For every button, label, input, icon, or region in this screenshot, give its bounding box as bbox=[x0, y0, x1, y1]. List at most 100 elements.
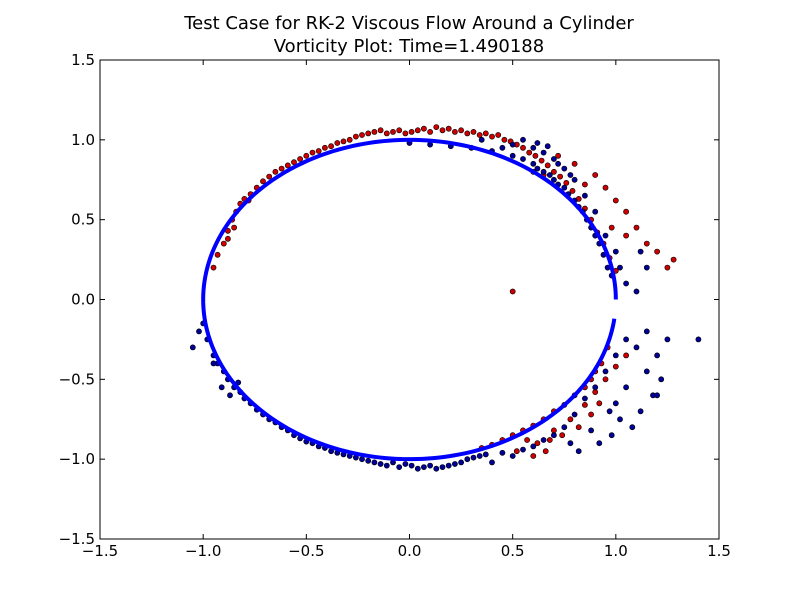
scatter-point-red-74 bbox=[592, 172, 599, 178]
scatter-point-blue-53 bbox=[530, 443, 537, 450]
scatter-point-blue-83 bbox=[210, 360, 217, 367]
scatter-point-red-41 bbox=[451, 128, 458, 135]
scatter-point-red-57 bbox=[551, 168, 557, 175]
scatter-point-blue-30 bbox=[371, 459, 378, 466]
y-tick-label: −0.5 bbox=[59, 370, 95, 388]
scatter-point-blue-82 bbox=[606, 408, 613, 415]
scatter-point-red-81 bbox=[231, 224, 237, 231]
chart-title: Test Case for RK-2 Viscous Flow Around a… bbox=[183, 13, 634, 34]
x-tick-label: 0.0 bbox=[398, 542, 422, 560]
scatter-point-blue-28 bbox=[359, 456, 365, 463]
scatter-point-red-31 bbox=[390, 128, 396, 135]
scatter-point-red-75 bbox=[602, 184, 609, 191]
scatter-point-blue-44 bbox=[458, 459, 464, 466]
scatter-point-blue-123 bbox=[612, 248, 619, 255]
scatter-point-blue-128 bbox=[637, 248, 644, 255]
scatter-point-red-73 bbox=[670, 256, 677, 263]
scatter-point-red-12 bbox=[272, 168, 279, 175]
y-tick-label: −1.5 bbox=[59, 530, 95, 548]
scatter-point-red-105 bbox=[567, 416, 574, 423]
scatter-point-red-39 bbox=[439, 127, 446, 134]
scatter-point-blue-93 bbox=[509, 152, 516, 159]
scatter-point-blue-29 bbox=[365, 457, 372, 464]
scatter-point-blue-129 bbox=[499, 144, 506, 151]
scatter-point-red-1 bbox=[214, 251, 221, 258]
scatter-point-red-30 bbox=[383, 130, 390, 137]
scatter-point-blue-68 bbox=[658, 376, 665, 383]
scatter-point-blue-126 bbox=[633, 288, 640, 295]
scatter-point-red-18 bbox=[309, 149, 316, 156]
scatter-point-blue-45 bbox=[464, 456, 471, 463]
scatter-point-blue-124 bbox=[617, 264, 623, 271]
scatter-point-red-43 bbox=[464, 130, 471, 137]
scatter-point-blue-114 bbox=[540, 149, 547, 156]
scatter-point-blue-46 bbox=[470, 454, 477, 461]
scatter-point-red-113 bbox=[559, 432, 566, 439]
scatter-point-blue-38 bbox=[420, 464, 427, 470]
scatter-point-blue-32 bbox=[383, 462, 390, 469]
scatter-point-red-55 bbox=[538, 157, 545, 164]
scatter-point-blue-66 bbox=[664, 336, 671, 343]
x-tick-label: 0.5 bbox=[501, 542, 525, 560]
x-tick-label: 1.5 bbox=[707, 542, 731, 560]
scatter-point-red-104 bbox=[551, 427, 557, 434]
scatter-point-blue-119 bbox=[571, 176, 578, 183]
scatter-point-red-106 bbox=[582, 401, 588, 408]
scatter-point-red-47 bbox=[489, 133, 495, 140]
scatter-point-blue-63 bbox=[633, 344, 640, 351]
scatter-point-red-16 bbox=[297, 156, 303, 162]
scatter-point-red-56 bbox=[544, 162, 551, 169]
scatter-point-blue-56 bbox=[561, 424, 568, 431]
scatter-point-red-34 bbox=[408, 128, 415, 135]
scatter-point-blue-47 bbox=[476, 453, 483, 459]
scatter-point-blue-48 bbox=[482, 451, 489, 458]
scatter-point-blue-57 bbox=[571, 411, 578, 418]
scatter-point-red-37 bbox=[427, 128, 433, 135]
scatter-point-blue-54 bbox=[540, 437, 547, 443]
scatter-point-blue-64 bbox=[643, 328, 650, 335]
scatter-point-blue-131 bbox=[478, 136, 485, 143]
scatter-point-blue-72 bbox=[617, 416, 623, 423]
scatter-point-blue-94 bbox=[520, 156, 526, 162]
scatter-point-blue-132 bbox=[520, 136, 526, 143]
scatter-point-red-69 bbox=[633, 224, 640, 231]
scatter-point-red-2 bbox=[220, 240, 227, 247]
x-tick-label: −1.5 bbox=[82, 542, 118, 560]
scatter-point-blue-50 bbox=[499, 449, 506, 456]
scatter-point-red-68 bbox=[623, 208, 629, 215]
scatter-point-red-38 bbox=[433, 124, 440, 130]
scatter-point-red-118 bbox=[542, 448, 549, 455]
scatter-point-red-85 bbox=[571, 160, 578, 167]
scatter-point-red-110 bbox=[623, 352, 629, 359]
scatter-point-blue-95 bbox=[530, 160, 537, 167]
scatter-point-red-86 bbox=[582, 181, 588, 188]
scatter-point-blue-35 bbox=[402, 461, 409, 467]
scatter-point-blue-96 bbox=[534, 165, 541, 172]
scatter-point-blue-55 bbox=[551, 432, 557, 439]
scatter-point-blue-98 bbox=[546, 172, 553, 178]
scatter-point-blue-43 bbox=[451, 461, 458, 467]
scatter-point-red-28 bbox=[371, 128, 378, 135]
scatter-point-blue-73 bbox=[608, 432, 615, 439]
scatter-point-red-14 bbox=[284, 162, 291, 169]
scatter-point-blue-59 bbox=[592, 384, 599, 391]
scatter-point-red-72 bbox=[664, 264, 671, 271]
scatter-point-red-20 bbox=[321, 144, 328, 151]
scatter-point-blue-101 bbox=[561, 184, 568, 191]
scatter-point-red-22 bbox=[334, 140, 341, 146]
scatter-point-blue-51 bbox=[509, 453, 516, 459]
scatter-point-red-44 bbox=[470, 128, 477, 135]
scatter-point-red-11 bbox=[266, 173, 273, 180]
scatter-point-blue-49 bbox=[489, 459, 495, 466]
scatter-point-red-116 bbox=[513, 448, 520, 455]
scatter-point-red-15 bbox=[291, 159, 297, 166]
cylinder-boundary bbox=[201, 137, 618, 462]
scatter-point-blue-85 bbox=[227, 392, 233, 399]
y-tick-label: 0.5 bbox=[71, 211, 95, 229]
x-tick-label: −0.5 bbox=[288, 542, 324, 560]
plot-area bbox=[189, 124, 702, 472]
scatter-point-red-33 bbox=[402, 130, 409, 137]
scatter-point-blue-42 bbox=[445, 462, 452, 469]
scatter-point-blue-84 bbox=[196, 328, 202, 335]
scatter-point-red-29 bbox=[377, 127, 384, 134]
